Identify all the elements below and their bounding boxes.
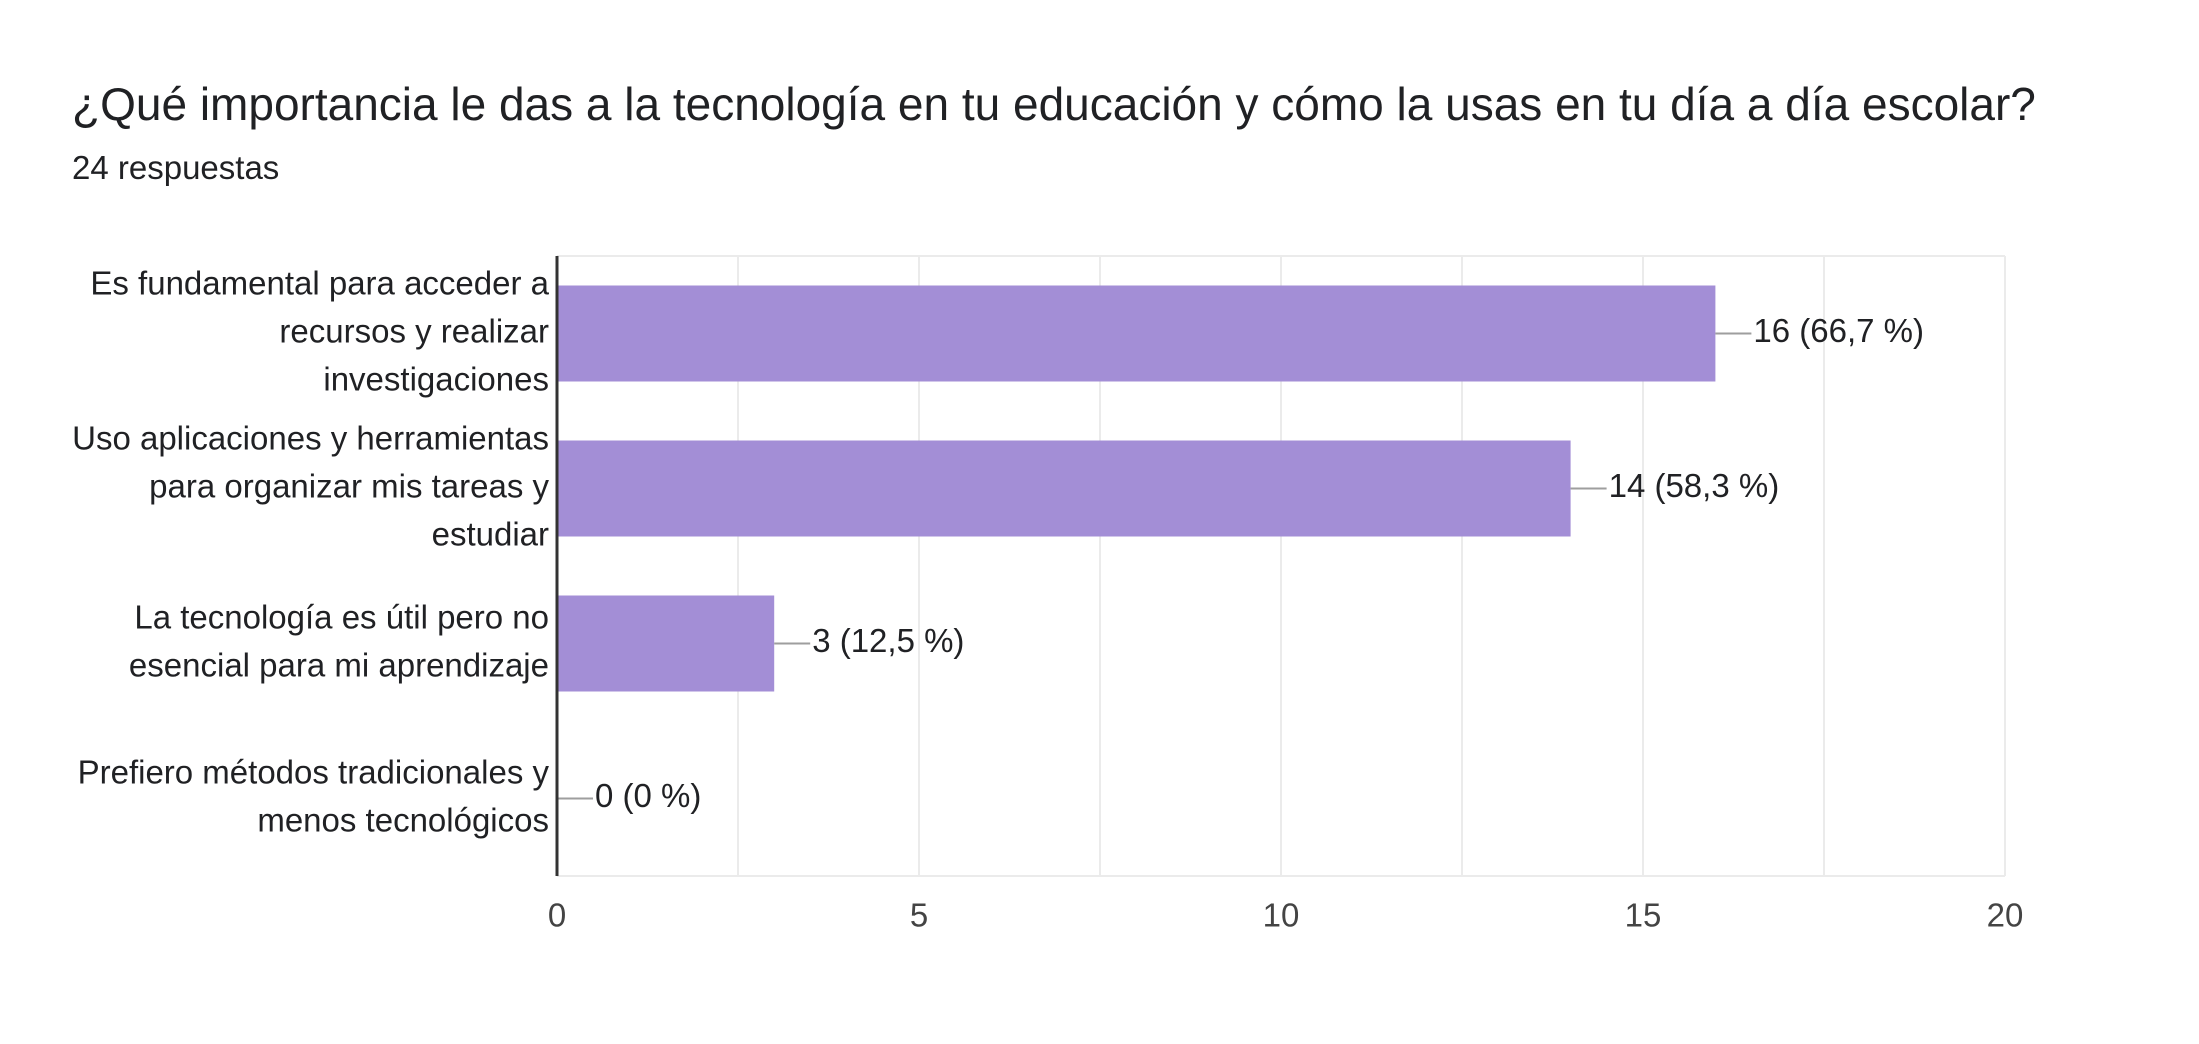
category-label: Uso aplicaciones y herramientas para orga… bbox=[72, 419, 549, 552]
bar bbox=[557, 440, 1571, 537]
response-count: 24 respuestas bbox=[72, 149, 280, 186]
category-label: Prefiero métodos tradicionales y menos te… bbox=[78, 753, 550, 838]
x-tick-label: 0 bbox=[548, 897, 566, 934]
x-tick-label: 5 bbox=[910, 897, 928, 934]
x-tick-label: 10 bbox=[1263, 897, 1300, 934]
data-label: 14 (58,3 %) bbox=[1609, 467, 1780, 504]
data-label: 16 (66,7 %) bbox=[1753, 312, 1924, 349]
bar bbox=[557, 285, 1716, 382]
x-tick-label: 15 bbox=[1625, 897, 1662, 934]
data-label: 3 (12,5 %) bbox=[812, 622, 964, 659]
x-tick-label: 20 bbox=[1987, 897, 2024, 934]
category-label: La tecnología es útil pero no esencial pa… bbox=[129, 598, 549, 683]
category-label: Es fundamental para acceder a recursos y … bbox=[90, 264, 549, 397]
question-title: ¿Qué importancia le das a la tecnología … bbox=[72, 78, 2036, 130]
data-label: 0 (0 %) bbox=[595, 777, 701, 814]
bar bbox=[557, 595, 775, 692]
